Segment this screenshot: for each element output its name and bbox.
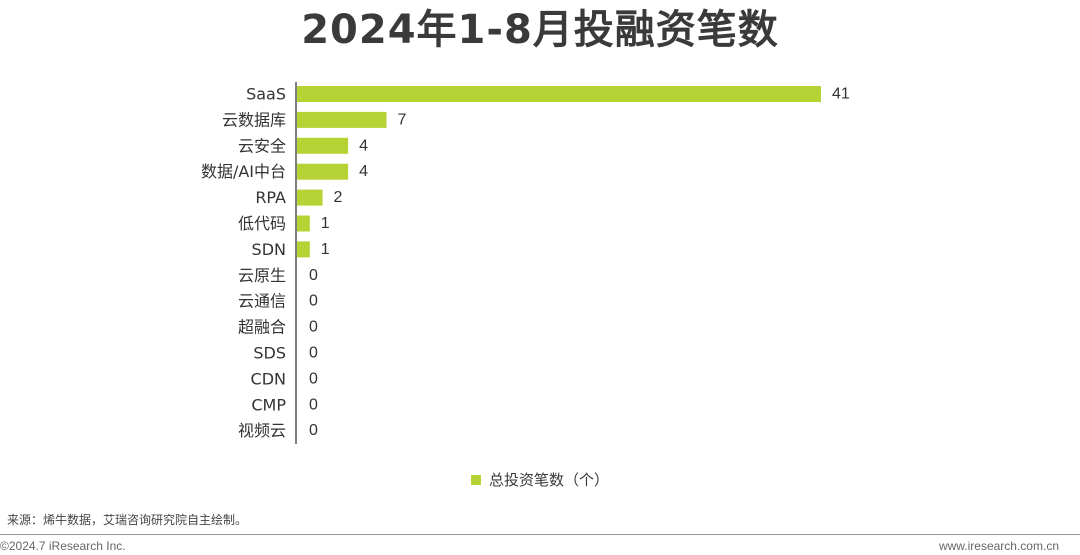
data-label: 0 (309, 370, 318, 387)
data-label: 0 (309, 293, 318, 310)
bar-chart: SaaS 41 云数据库 7 云安全 4 数据/AI中台 4 RPA 2 低代码 1 SDN 1 云原生 0 云… (201, 82, 850, 444)
data-label: 4 (359, 163, 368, 180)
data-label: 41 (832, 86, 850, 103)
copyright-text: ©2024.7 iResearch Inc. (0, 539, 126, 553)
category-label: CMP (251, 395, 286, 414)
bar (297, 241, 310, 258)
bar (297, 163, 349, 180)
data-label: 7 (397, 111, 406, 128)
category-label: 数据/AI中台 (201, 162, 286, 181)
bar (297, 137, 349, 154)
category-label: 超融合 (238, 318, 286, 337)
chart-legend: 总投资笔数（个） (0, 469, 1080, 490)
source-note: 来源：烯牛数据，艾瑞咨询研究院自主绘制。 (7, 513, 248, 527)
category-label: SDN (252, 240, 286, 259)
website-link[interactable]: www.iresearch.com.cn (938, 539, 1059, 553)
data-label: 0 (309, 267, 318, 284)
data-label: 1 (321, 215, 330, 232)
data-label: 4 (359, 137, 368, 154)
category-label: SDS (253, 344, 286, 363)
category-label: 云安全 (238, 136, 286, 155)
bar (297, 111, 387, 128)
labels-layer: SaaS 41 云数据库 7 云安全 4 数据/AI中台 4 RPA 2 低代码 1 SDN 1 云原生 0 云… (201, 85, 850, 441)
category-label: CDN (251, 369, 286, 388)
category-label: 云原生 (238, 266, 286, 285)
bar (297, 215, 310, 232)
category-label: 云数据库 (222, 110, 286, 129)
legend-swatch (470, 474, 481, 485)
data-label: 0 (309, 396, 318, 413)
legend-label: 总投资笔数（个） (488, 471, 609, 489)
data-label: 0 (309, 319, 318, 336)
bar (297, 189, 323, 206)
category-label: 低代码 (238, 214, 286, 233)
category-label: 视频云 (238, 421, 286, 440)
data-label: 0 (309, 345, 318, 362)
bar (297, 86, 821, 102)
data-label: 0 (309, 422, 318, 439)
bars-layer (297, 86, 821, 258)
category-label: 云通信 (238, 292, 286, 311)
category-label: RPA (255, 188, 286, 207)
data-label: 1 (321, 241, 330, 258)
category-label: SaaS (246, 85, 286, 104)
footer-divider (0, 534, 1080, 535)
chart-title: 2024年1-8月投融资笔数 (301, 7, 779, 53)
data-label: 2 (334, 189, 343, 206)
